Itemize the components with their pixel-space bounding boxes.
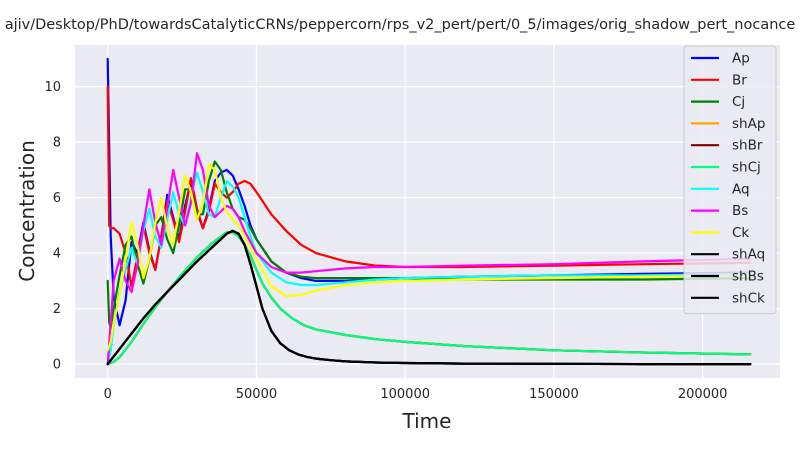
y-tick-label: 8 xyxy=(53,136,61,151)
series-lines xyxy=(106,57,752,366)
y-tick-label: 4 xyxy=(53,247,61,262)
legend-label: shAp xyxy=(732,116,765,132)
series-line-shck xyxy=(106,229,752,366)
x-tick-label: 50000 xyxy=(236,387,277,402)
series-line-cj xyxy=(106,160,752,330)
legend-label: Ap xyxy=(732,51,750,67)
chart-title: ajiv/Desktop/PhD/towardsCatalyticCRNs/pe… xyxy=(5,17,796,33)
plot-area xyxy=(75,45,780,378)
x-tick-label: 100000 xyxy=(380,387,430,402)
x-axis-label: Time xyxy=(402,409,452,433)
x-tick-label: 0 xyxy=(104,387,112,402)
y-tick-label: 6 xyxy=(53,191,61,206)
x-tick-label: 200000 xyxy=(678,387,728,402)
y-tick-label: 0 xyxy=(53,358,61,373)
legend: Ap Br Cj shAp shBr shCj Aq Bs Ck shAq shBs shCk xyxy=(683,45,777,315)
y-tick-label: 2 xyxy=(53,302,61,317)
legend-label: shBs xyxy=(732,269,764,285)
legend-label: Aq xyxy=(732,181,750,197)
y-tick-label: 10 xyxy=(44,80,61,95)
y-axis-label: Concentration xyxy=(15,140,39,281)
y-tick-labels: 0 2 4 6 8 10 xyxy=(44,80,61,373)
series-line-bs xyxy=(106,152,752,366)
x-tick-label: 150000 xyxy=(529,387,579,402)
series-line-ck xyxy=(106,163,752,352)
legend-label: Ck xyxy=(732,225,749,241)
series-line-shcj xyxy=(106,231,752,366)
legend-label: shAq xyxy=(732,247,765,263)
legend-label: Bs xyxy=(732,203,748,219)
legend-label: shCj xyxy=(732,160,761,176)
legend-label: Br xyxy=(732,72,747,88)
x-tick-labels: 0 50000 100000 150000 200000 xyxy=(104,387,728,402)
legend-label: shBr xyxy=(732,138,763,154)
legend-label: Cj xyxy=(732,94,745,110)
legend-box xyxy=(683,45,777,315)
legend-label: shCk xyxy=(732,290,765,306)
